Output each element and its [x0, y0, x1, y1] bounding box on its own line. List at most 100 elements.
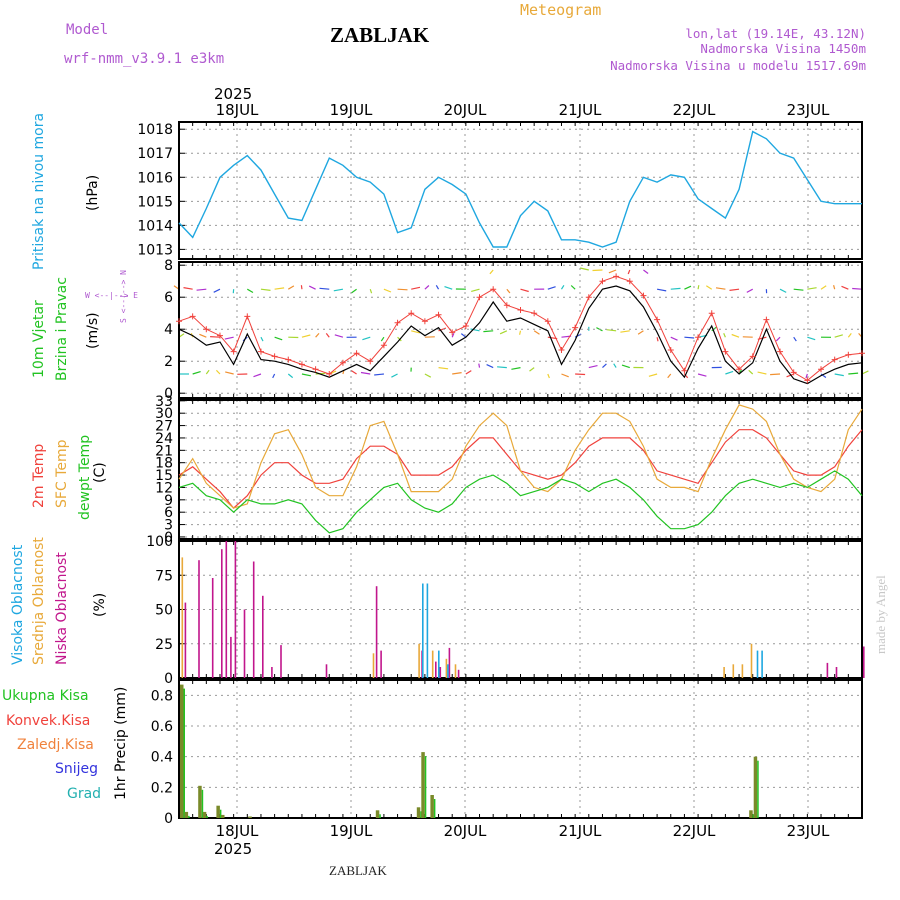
wind-arrow [483, 330, 494, 333]
watermark: made by Angel [873, 575, 888, 654]
panel-frame [178, 679, 863, 819]
wind-gust-marker [203, 326, 210, 333]
wind-arrow [620, 330, 630, 333]
wind-gust-marker [572, 324, 579, 331]
year-top: 2025 [214, 85, 252, 103]
precip-total-bar [221, 814, 225, 818]
wind-arrow [729, 288, 740, 291]
precip-unit: 1hr Precip (mm) [113, 687, 129, 800]
cloud-low-bar [230, 636, 232, 678]
cloud-low-bar [375, 586, 378, 678]
temp-tick-label: 18 [155, 456, 173, 472]
pressure-series-line [178, 130, 862, 248]
wind-gust-marker [804, 377, 811, 384]
temp-tick-label: 0 [164, 530, 173, 546]
temp-sfc-line [178, 404, 863, 509]
day-label-top: 19JUL [330, 101, 373, 119]
cloud-mid-bar [372, 653, 375, 678]
pressure-tick-label: 1014 [137, 218, 173, 234]
cloud-low-bar [435, 661, 437, 678]
pressure-tick-label: 1015 [137, 194, 173, 210]
wind-arrow [723, 333, 726, 338]
precip-conv-bar-edge [424, 756, 427, 818]
cloud-mid-bar [181, 557, 184, 678]
wind-arrow [319, 287, 330, 290]
wind-gust-marker [763, 316, 770, 323]
year-bottom: 2025 [214, 840, 252, 858]
wind-arrow [667, 373, 672, 379]
wind-label-2: Brzina i Pravac [54, 277, 70, 381]
precip-conv-bar-edge [752, 814, 755, 818]
wind-arrow [486, 364, 494, 369]
precip-total-bar [184, 811, 189, 818]
precip-total-bar-edge [219, 809, 222, 818]
wind-arrow [848, 372, 859, 375]
cloud-low-bar [225, 541, 228, 678]
wind-arrow [246, 288, 254, 294]
model-label: Model [66, 22, 108, 38]
wind-arrow [333, 288, 344, 292]
cloud-low-bar [457, 669, 460, 678]
temp-tick-label: 3 [164, 518, 173, 534]
cloud-high-bar [422, 583, 424, 678]
precip-conv-bar-edge [757, 760, 759, 818]
wind-arrow [424, 373, 432, 378]
day-label-top: 18JUL [216, 101, 259, 119]
precip-total-bar-edge [183, 688, 185, 818]
temp-tick-label: 12 [155, 480, 173, 496]
wind-arrow [325, 333, 330, 338]
wind-arrow [253, 373, 262, 378]
wind-arrow [731, 333, 740, 338]
wind-arrow [215, 369, 221, 375]
wind-arrow [460, 333, 467, 338]
wind-tick-label: 6 [164, 290, 173, 306]
temp-label-2: SFC Temp [54, 439, 70, 508]
wind-gust-marker [736, 366, 743, 373]
wind-arrow [715, 287, 726, 290]
cloud-unit: (%) [92, 593, 108, 617]
wind-arrow [369, 289, 373, 294]
wind-arrow [684, 285, 692, 290]
wind-arrow [805, 373, 808, 379]
wind-arrow [575, 373, 586, 376]
wind-gust-marker [257, 348, 264, 355]
temp-tick-label: 15 [155, 468, 173, 484]
precip-conv-bar [753, 756, 758, 818]
wind-gust-line [178, 275, 863, 382]
temp-label-3: dewpt Temp [77, 435, 93, 520]
cloud-mid-bar [431, 650, 434, 678]
cloud-low-bar [863, 646, 865, 678]
wind-arrow [779, 288, 787, 293]
wind-arrow [260, 288, 271, 291]
wind-gust-marker [449, 329, 456, 336]
wind-tick-label: 2 [164, 354, 173, 370]
cloud-low-bar [325, 664, 328, 678]
wind-arrow [847, 333, 852, 338]
day-label-bottom: 20JUL [444, 822, 487, 840]
precip-conv-bar [749, 810, 753, 818]
precip-total-bar [248, 816, 252, 818]
wind-arrow [748, 369, 754, 375]
wind-arrow [205, 369, 210, 375]
wind-arrow [397, 288, 408, 291]
wind-arrow [746, 288, 754, 293]
wind-arrow [192, 371, 201, 375]
wind-arrow [452, 372, 462, 375]
precip-conv-bar [375, 810, 380, 818]
model-name: wrf-nmm_v3.9.1 e3km [64, 51, 224, 67]
wind-gust-marker [244, 313, 251, 320]
wind-arrow [435, 285, 440, 290]
wind-speed-line [178, 285, 863, 385]
day-label-bottom: 19JUL [330, 822, 373, 840]
cloud-low-bar [211, 578, 214, 678]
cloud-low-bar [262, 595, 264, 678]
altitude-text: Nadmorska Visina 1450m [700, 41, 866, 56]
wind-arrow [489, 269, 494, 275]
wind-arrow [561, 373, 569, 378]
precip-tick-label: 0.8 [151, 688, 173, 704]
panel-frame [178, 399, 863, 540]
pressure-tick-label: 1016 [137, 170, 173, 186]
pressure-label: Pritisak na nivou mora [31, 113, 47, 270]
cloud-low-bar [439, 667, 442, 678]
wind-arrow [334, 334, 344, 338]
